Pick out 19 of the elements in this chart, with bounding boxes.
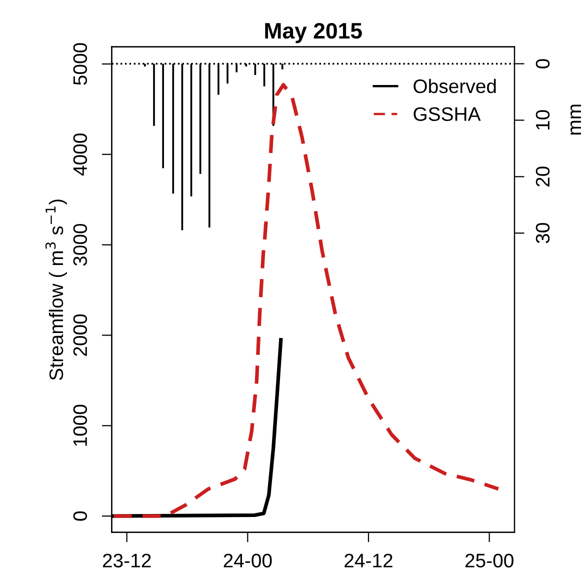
y-tick-label: 1000 <box>73 404 88 446</box>
y-tick-label: 5000 <box>73 43 88 85</box>
y-tick-label: 4000 <box>73 134 88 176</box>
x-tick-label: 24-00 <box>224 554 272 568</box>
y-tick-label: 3000 <box>73 224 88 266</box>
y2-tick-label: 10 <box>536 110 550 130</box>
y-tick-label: 2000 <box>73 314 88 356</box>
chart-title: May 2015 <box>265 22 362 44</box>
y2-tick-label: 0 <box>536 59 550 68</box>
y-axis-title: Streamflow ( m$^{3}$ s$^{−1}$) <box>45 200 67 380</box>
x-tick-label: 23-12 <box>102 554 151 568</box>
x-tick-label: 24-12 <box>344 554 392 568</box>
legend-label: GSSHA <box>414 107 481 121</box>
y2-tick-label: 20 <box>536 166 550 186</box>
y-tick-label: 0 <box>73 511 88 521</box>
legend-label: Observed <box>414 78 496 94</box>
x-tick-label: 25-00 <box>465 554 514 568</box>
y2-axis-title: mm <box>570 104 581 135</box>
y2-tick-label: 30 <box>536 223 550 244</box>
